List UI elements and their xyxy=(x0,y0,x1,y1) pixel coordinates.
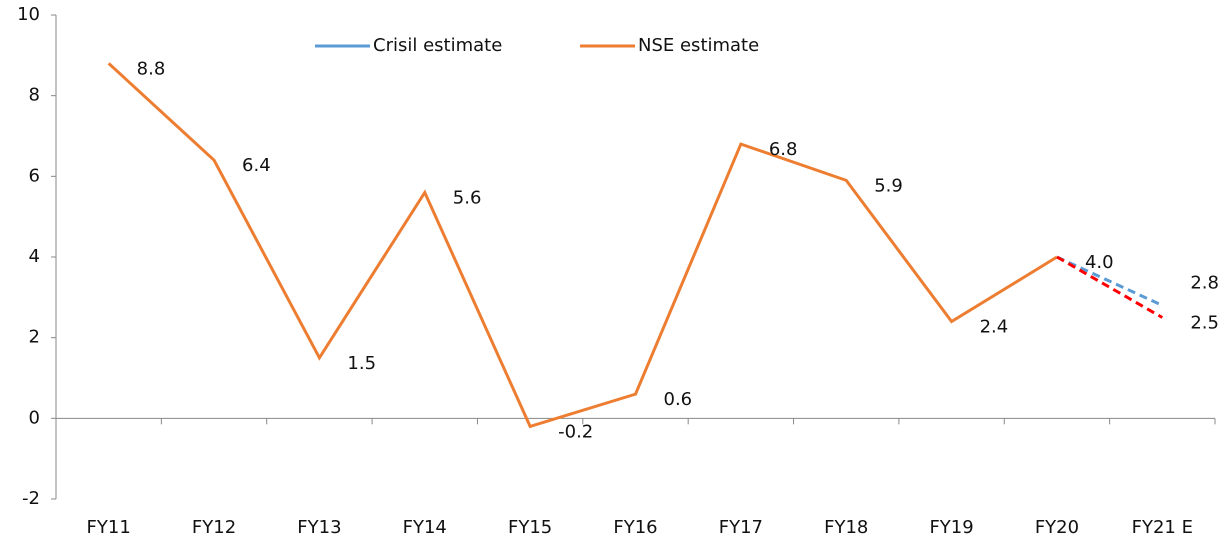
data-label: 2.4 xyxy=(980,317,1009,338)
x-tick-label: FY11 xyxy=(87,517,131,538)
data-label: 5.9 xyxy=(874,175,903,196)
x-tick-label: FY20 xyxy=(1035,517,1079,538)
data-label: 6.8 xyxy=(769,139,798,160)
x-tick-label: FY21 E xyxy=(1132,517,1193,538)
data-label: 6.4 xyxy=(242,155,271,176)
data-label: 8.8 xyxy=(137,58,166,79)
data-label: 2.8 xyxy=(1190,272,1219,293)
y-tick-label: 8 xyxy=(29,85,40,106)
x-tick-label: FY14 xyxy=(403,517,447,538)
legend-label: Crisil estimate xyxy=(373,35,502,56)
y-tick-label: -2 xyxy=(22,488,40,509)
legend-label: NSE estimate xyxy=(638,35,759,56)
y-tick-label: 2 xyxy=(29,327,40,348)
data-label: -0.2 xyxy=(558,421,593,442)
x-tick-label: FY17 xyxy=(719,517,763,538)
y-tick-label: 10 xyxy=(17,4,40,25)
line-estimate xyxy=(1056,255,1163,307)
data-label: 0.6 xyxy=(664,389,693,410)
x-tick-label: FY12 xyxy=(192,517,236,538)
data-label: 1.5 xyxy=(347,353,376,374)
x-tick-label: FY16 xyxy=(613,517,657,538)
x-tick-label: FY19 xyxy=(929,517,973,538)
line-estimate xyxy=(1056,255,1164,319)
x-tick-label: FY18 xyxy=(824,517,868,538)
data-label: 2.5 xyxy=(1190,313,1219,334)
y-tick-label: 6 xyxy=(29,165,40,186)
y-tick-label: 4 xyxy=(29,246,40,267)
x-tick-label: FY13 xyxy=(297,517,341,538)
line-series xyxy=(107,62,1058,429)
data-label: 4.0 xyxy=(1085,252,1114,273)
data-label: 5.6 xyxy=(453,187,482,208)
y-tick-label: 0 xyxy=(29,407,40,428)
x-tick-label: FY15 xyxy=(508,517,552,538)
